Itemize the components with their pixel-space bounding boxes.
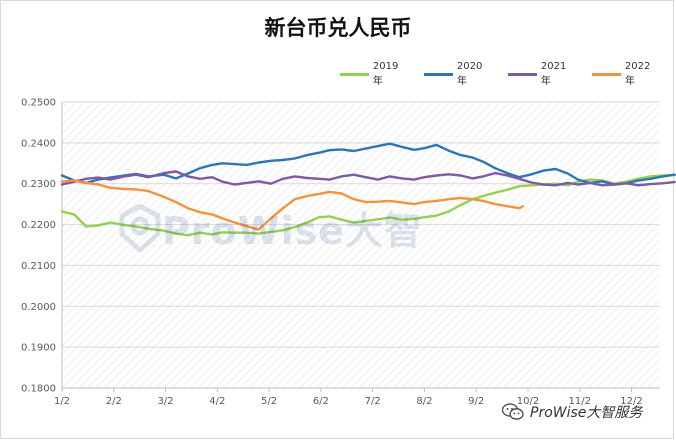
x-tick-label: 12/2: [620, 396, 642, 407]
watermark: ProWise大智: [118, 200, 423, 255]
chart-title: 新台币兑人民币: [264, 15, 412, 40]
y-tick-label: 0.2400: [21, 138, 56, 149]
y-tick-label: 0.2000: [21, 302, 56, 313]
legend-item: 2021年: [508, 61, 575, 87]
y-tick-label: 0.1800: [21, 384, 56, 395]
x-tick-label: 2/2: [106, 396, 122, 407]
y-tick-label: 0.2200: [21, 220, 56, 231]
x-tick-label: 10/2: [517, 396, 539, 407]
x-tick-label: 7/2: [365, 396, 381, 407]
footer-brand-text: ProWise大智服务: [530, 405, 643, 421]
y-tick-label: 0.1900: [21, 343, 56, 354]
prowise-logo-icon: [119, 203, 161, 252]
legend-swatch: [592, 72, 621, 76]
x-tick-label: 5/2: [261, 396, 277, 407]
watermark-text: ProWise大智: [162, 209, 424, 253]
x-tick-label: 9/2: [468, 396, 484, 407]
x-tick-label: 8/2: [416, 396, 432, 407]
y-tick-label: 0.2100: [21, 261, 56, 272]
chart-legend: 2019年 2020年 2021年 2022年: [340, 61, 676, 87]
grid-lines: [62, 101, 660, 348]
series-line: [60, 179, 524, 231]
legend-swatch: [424, 72, 453, 76]
series-line: [60, 142, 676, 186]
legend-item: 2022年: [592, 61, 659, 87]
legend-label: 2020年: [456, 61, 483, 87]
legend-item: 2020年: [424, 61, 491, 87]
x-tick-label: 1/2: [54, 396, 70, 407]
series-lines: [60, 142, 676, 237]
legend-label: 2021年: [540, 61, 567, 87]
y-axis-ticks: 0.1800 0.1900 0.2000 0.2100 0.2200 0.2300 0.24…: [21, 98, 56, 395]
x-tick-label: 6/2: [313, 396, 329, 407]
x-tick-label: 4/2: [209, 396, 225, 407]
x-axis-ticks: 1/2 2/2 3/2 4/2 5/2 6/2 7/2 8/2 9/2 10/2 11/2 12/2: [54, 388, 643, 407]
footer-brand: ProWise大智服务: [502, 402, 642, 422]
legend-label: 2022年: [624, 61, 651, 87]
x-tick-label: 11/2: [569, 396, 591, 407]
x-tick-label: 3/2: [158, 396, 174, 407]
legend-item: 2019年: [340, 61, 407, 87]
y-tick-label: 0.2500: [21, 98, 56, 109]
series-line: [60, 170, 676, 187]
wechat-icon: [502, 403, 524, 420]
legend-swatch: [340, 72, 369, 76]
legend-label: 2019年: [372, 61, 399, 87]
y-tick-label: 0.2300: [21, 179, 56, 190]
legend-swatch: [508, 72, 537, 76]
